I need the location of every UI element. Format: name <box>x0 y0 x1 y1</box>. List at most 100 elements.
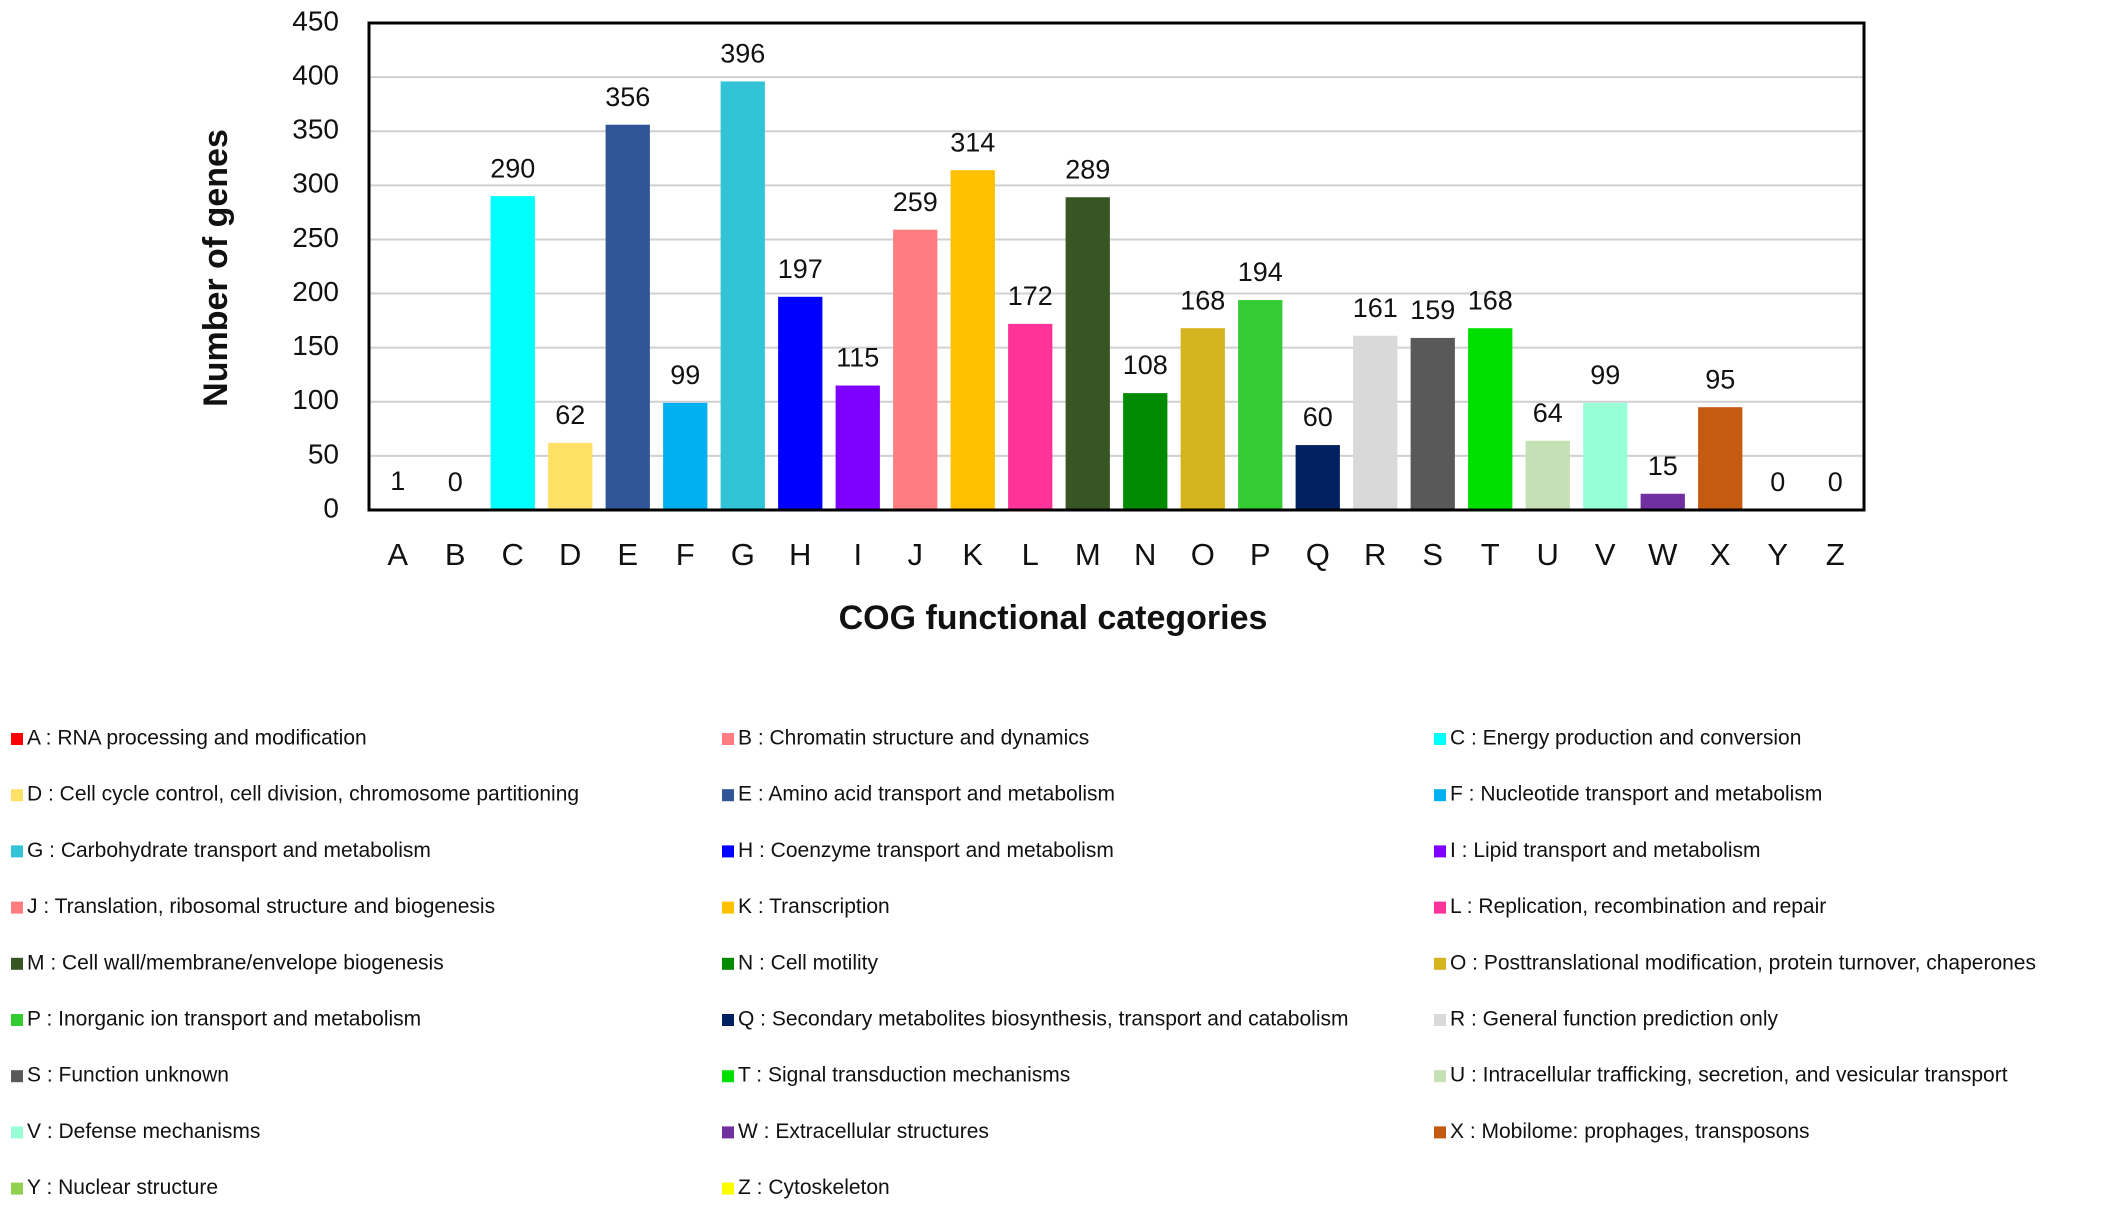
y-tick-label: 400 <box>292 60 339 91</box>
legend-label: Q : Secondary metabolites biosynthesis, … <box>738 1008 1348 1031</box>
x-tick-label: Y <box>1767 537 1788 572</box>
legend-swatch <box>11 789 23 802</box>
legend-label: O : Posttranslational modification, prot… <box>1450 951 2036 974</box>
value-label: 99 <box>1590 360 1620 390</box>
legend-swatch <box>1434 1014 1446 1026</box>
legend-swatch <box>722 789 734 802</box>
bar <box>1008 323 1053 510</box>
legend-swatch <box>1434 1126 1446 1139</box>
bar <box>1065 197 1110 510</box>
value-label: 290 <box>490 153 535 183</box>
x-tick-label: N <box>1134 537 1156 572</box>
y-tick-label: 350 <box>292 114 339 145</box>
legend-swatch <box>1434 733 1446 745</box>
x-tick-label: I <box>853 537 862 572</box>
legend-label: X : Mobilome: prophages, transposons <box>1450 1120 1810 1143</box>
legend-label: N : Cell motility <box>738 951 879 974</box>
legend-label: E : Amino acid transport and metabolism <box>738 783 1115 806</box>
x-tick-label: S <box>1422 537 1443 572</box>
bar <box>1698 407 1743 510</box>
bar <box>1353 335 1398 510</box>
x-tick-label: B <box>445 537 466 572</box>
value-label: 168 <box>1180 285 1225 315</box>
bar <box>1640 493 1685 510</box>
legend-label: G : Carbohydrate transport and metabolis… <box>27 839 431 862</box>
value-label: 60 <box>1303 402 1333 432</box>
x-tick-label: L <box>1022 537 1039 572</box>
x-tick-label: T <box>1481 537 1500 572</box>
bar <box>1238 300 1283 510</box>
bar <box>1180 328 1225 510</box>
value-label: 0 <box>1828 467 1843 497</box>
value-label: 168 <box>1468 285 1513 315</box>
bar <box>1583 402 1628 510</box>
legend-swatch <box>1434 1070 1446 1083</box>
legend-label: I : Lipid transport and metabolism <box>1450 839 1761 862</box>
legend-label: M : Cell wall/membrane/envelope biogenes… <box>27 951 444 974</box>
y-tick-label: 50 <box>308 438 339 469</box>
bar <box>950 170 995 510</box>
legend-label: S : Function unknown <box>27 1064 229 1087</box>
legend-swatch <box>11 1070 23 1083</box>
x-tick-label: H <box>789 537 811 572</box>
x-tick-label: A <box>387 537 408 572</box>
legend-label: K : Transcription <box>738 895 890 918</box>
legend-label: L : Replication, recombination and repai… <box>1450 895 1826 918</box>
bar <box>605 124 650 511</box>
x-tick-label: K <box>962 537 983 572</box>
value-label: 396 <box>720 39 765 69</box>
legend-swatch <box>722 901 734 914</box>
x-tick-label: F <box>676 537 695 572</box>
legend-swatch <box>11 733 23 745</box>
legend-swatch <box>11 1182 23 1195</box>
x-tick-label: Z <box>1826 537 1845 572</box>
legend-label: V : Defense mechanisms <box>27 1120 260 1143</box>
legend-label: U : Intracellular trafficking, secretion… <box>1450 1064 2008 1087</box>
x-tick-label: C <box>502 537 524 572</box>
legend-label: C : Energy production and conversion <box>1450 727 1801 750</box>
bar <box>490 196 535 510</box>
legend-label: Z : Cytoskeleton <box>738 1176 890 1199</box>
bar <box>835 385 880 510</box>
value-label: 15 <box>1648 451 1678 481</box>
x-tick-label: O <box>1191 537 1215 572</box>
bar <box>720 81 765 510</box>
y-tick-label: 200 <box>292 276 339 307</box>
legend-label: F : Nucleotide transport and metabolism <box>1450 783 1822 806</box>
value-label: 314 <box>950 127 995 157</box>
value-label: 1 <box>390 466 405 496</box>
legend-swatch <box>11 1014 23 1026</box>
x-axis-title: COG functional categories <box>839 599 1268 637</box>
legend-label: R : General function prediction only <box>1450 1008 1779 1031</box>
legend-label: T : Signal transduction mechanisms <box>738 1064 1070 1087</box>
legend-label: Y : Nuclear structure <box>27 1176 218 1199</box>
x-tick-label: V <box>1595 537 1616 572</box>
bar <box>1410 337 1455 510</box>
legend-swatch <box>1434 845 1446 858</box>
legend-label: D : Cell cycle control, cell division, c… <box>27 783 579 806</box>
value-label: 64 <box>1533 398 1563 428</box>
legend-swatch <box>1434 957 1446 970</box>
bar <box>1468 328 1513 510</box>
value-label: 0 <box>448 467 463 497</box>
legend-label: W : Extracellular structures <box>738 1120 989 1143</box>
x-tick-label: U <box>1537 537 1559 572</box>
value-label: 115 <box>836 343 879 373</box>
value-label: 172 <box>1008 281 1053 311</box>
x-tick-label: G <box>731 537 755 572</box>
bar <box>778 296 823 510</box>
bar <box>893 229 938 510</box>
legend-swatch <box>722 1182 734 1195</box>
value-label: 0 <box>1770 467 1785 497</box>
value-label: 62 <box>555 400 585 430</box>
bar <box>663 402 708 510</box>
legend-swatch <box>11 957 23 970</box>
x-tick-label: W <box>1648 537 1678 572</box>
value-label: 194 <box>1238 257 1283 287</box>
y-tick-label: 450 <box>292 5 339 36</box>
legend-label: H : Coenzyme transport and metabolism <box>738 839 1114 862</box>
y-tick-label: 250 <box>292 222 339 253</box>
legend-swatch <box>11 1126 23 1139</box>
value-label: 95 <box>1705 364 1735 394</box>
legend-swatch <box>722 845 734 858</box>
